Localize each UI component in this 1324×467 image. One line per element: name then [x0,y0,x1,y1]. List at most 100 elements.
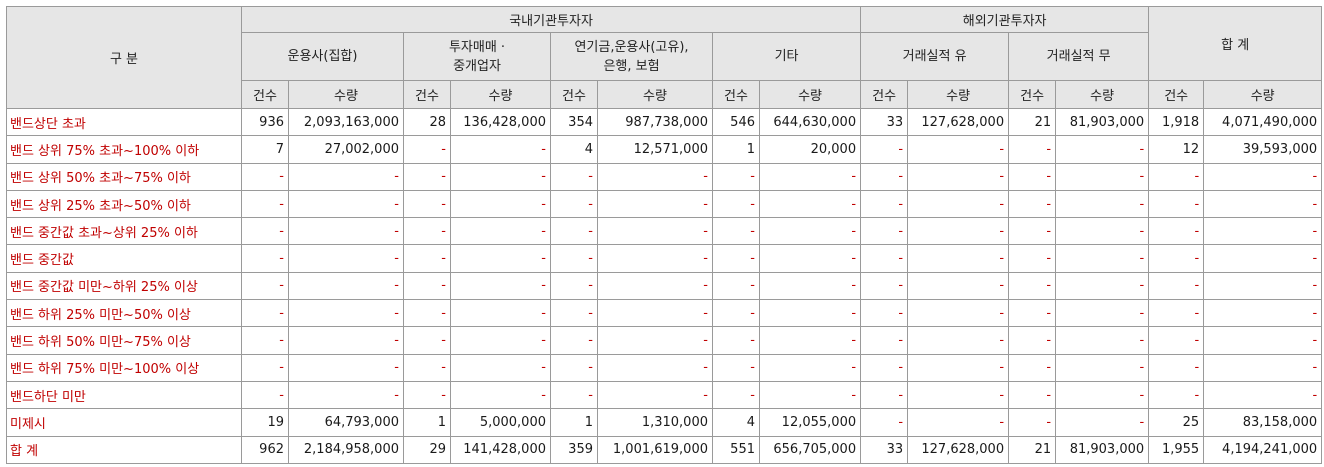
table-row: 미제시 19 64,793,000 1 5,000,000 1 1,310,000 4 12,0… [6,408,1323,437]
quantity-cell: - [450,380,551,410]
count-cell: 962 [241,435,289,464]
count-cell: - [1008,189,1057,219]
quantity-cell: - [907,189,1010,219]
count-cell: - [712,217,760,246]
quantity-cell: - [907,217,1010,246]
count-cell: - [241,271,289,301]
header-group: 연기금,운용사(고유), 은행, 보험 [550,32,713,81]
header-count: 건수 [712,80,760,109]
count-cell: 4 [712,408,760,437]
quantity-cell: - [1203,217,1323,246]
count-cell: - [712,353,760,382]
quantity-cell: - [450,217,551,246]
quantity-cell: - [1203,299,1323,328]
quantity-cell: - [1055,271,1150,301]
header-quantity: 수량 [758,80,862,109]
quantity-cell: 656,705,000 [758,435,862,464]
row-label: 밴드하단 미만 [6,380,242,410]
count-cell: - [1008,408,1057,437]
row-label: 밴드 상위 50% 초과~75% 이하 [6,162,242,191]
quantity-cell: - [597,380,713,410]
header-group: 거래실적 무 [1008,32,1150,81]
header-quantity: 수량 [450,80,551,109]
table-row: 밴드 상위 75% 초과~100% 이하 7 27,002,000- -4 12,571… [6,135,1323,164]
quantity-cell: - [1055,299,1150,328]
count-cell: - [860,353,909,382]
quantity-cell: - [758,299,862,328]
row-label: 밴드상단 초과 [6,107,242,137]
count-cell: - [1148,353,1205,382]
quantity-cell: - [450,162,551,191]
quantity-cell: - [758,189,862,219]
count-cell: - [403,299,451,328]
count-cell: - [550,189,598,219]
quantity-cell: - [907,162,1010,191]
count-cell: - [1148,244,1205,273]
quantity-cell: - [450,135,551,164]
count-cell: - [860,162,909,191]
count-cell: 25 [1148,408,1205,437]
header-group: 기타 [711,32,862,81]
count-cell: - [860,135,909,164]
quantity-cell: - [1055,353,1150,382]
count-cell: - [860,380,909,410]
quantity-cell: - [1203,353,1323,382]
count-cell: - [860,217,909,246]
quantity-cell: 81,903,000 [1055,435,1150,464]
count-cell: 1 [403,408,451,437]
count-cell: - [712,189,760,219]
quantity-cell: - [1055,135,1150,164]
quantity-cell: - [907,326,1010,355]
header-category: 구 분 [6,6,242,109]
row-label: 밴드 중간값 미만~하위 25% 이상 [6,271,242,301]
count-cell: - [1008,135,1057,164]
count-cell: - [241,326,289,355]
quantity-cell: - [450,299,551,328]
row-label: 밴드 상위 75% 초과~100% 이하 [6,135,242,164]
count-cell: 546 [712,107,760,137]
count-cell: - [550,326,598,355]
header-group: 운용사(집합) [241,32,404,81]
row-label: 밴드 중간값 [6,244,242,273]
count-cell: - [1148,162,1205,191]
count-cell: 33 [860,435,909,464]
quantity-cell: 4,194,241,000 [1203,435,1323,464]
count-cell: - [712,326,760,355]
quantity-cell: - [288,380,404,410]
row-label: 밴드 하위 50% 미만~75% 이상 [6,326,242,355]
count-cell: - [241,217,289,246]
header-group: 거래실적 유 [860,32,1010,81]
header-count: 건수 [241,80,289,109]
quantity-cell: 12,571,000 [597,135,713,164]
quantity-cell: 2,093,163,000 [288,107,404,137]
count-cell: - [403,189,451,219]
quantity-cell: - [758,380,862,410]
quantity-cell: - [758,353,862,382]
count-cell: - [403,135,451,164]
quantity-cell: 127,628,000 [907,435,1010,464]
count-cell: - [550,380,598,410]
header-count: 건수 [860,80,909,109]
count-cell: - [550,271,598,301]
header-count: 건수 [550,80,598,109]
quantity-cell: - [758,271,862,301]
quantity-cell: - [597,299,713,328]
count-cell: - [1008,380,1057,410]
quantity-cell: - [907,408,1010,437]
quantity-cell: - [288,326,404,355]
table-row: 밴드 하위 75% 미만~100% 이상 - - - - - - - - - - - - - - [6,353,1323,382]
quantity-cell: 2,184,958,000 [288,435,404,464]
quantity-cell: 39,593,000 [1203,135,1323,164]
table-row: 밴드 상위 25% 초과~50% 이하 - - - - - - - - - - - - - - [6,189,1323,219]
table-row: 밴드 중간값 - - - - - - - - - - - - - - [6,244,1323,273]
count-cell: - [1008,299,1057,328]
header-domestic: 국내기관투자자 [240,6,862,33]
count-cell: 359 [550,435,598,464]
count-cell: 936 [241,107,289,137]
quantity-cell: - [597,353,713,382]
quantity-cell: - [450,353,551,382]
quantity-cell: - [597,271,713,301]
count-cell: 4 [550,135,598,164]
count-cell: - [241,380,289,410]
count-cell: - [860,408,909,437]
